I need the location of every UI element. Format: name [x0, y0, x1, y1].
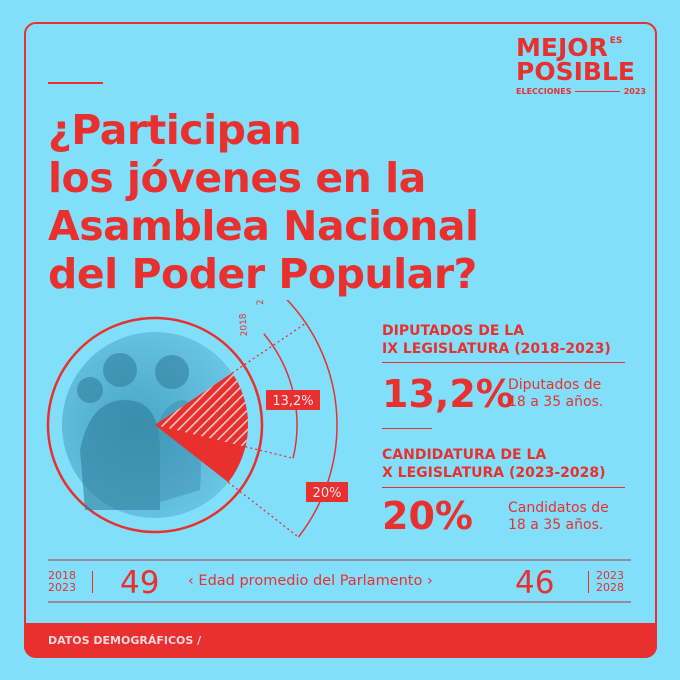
- divider: [48, 82, 103, 84]
- label-2018: 2018: [238, 313, 250, 337]
- age-2018: 49: [120, 565, 160, 601]
- stat-2023: 20%: [382, 494, 473, 538]
- label-2023: 2023: [253, 300, 266, 306]
- footer-label: DATOS DEMOGRÁFICOS /: [48, 634, 202, 647]
- youth-pie-chart: 2018 2023 13,2% 20%: [46, 300, 348, 538]
- stat-2018: 13,2%: [382, 372, 514, 416]
- page-title: ¿Participan los jóvenes en la Asamblea Nac…: [48, 106, 479, 298]
- years-right: 2023 2028: [596, 569, 624, 594]
- value-2018: 13,2%: [272, 394, 313, 409]
- average-age-label: ‹ Edad promedio del Parlamento ›: [188, 573, 433, 589]
- heading-x-legislatura: CANDIDATURA DE LA X LEGISLATURA (2023-202…: [382, 447, 606, 481]
- stat-2023-desc: Candidatos de 18 a 35 años.: [508, 500, 609, 533]
- badge-2023: [306, 482, 348, 502]
- outer-circle: [46, 316, 264, 534]
- dotted-guide-2018: [231, 322, 307, 459]
- years-left: 2018 2023: [48, 569, 76, 594]
- badge-2018: [266, 390, 320, 410]
- footer-band: DATOS DEMOGRÁFICOS /: [24, 623, 657, 658]
- stat-2018-desc: Diputados de 18 a 35 años.: [508, 377, 604, 410]
- wedge-2018: [155, 372, 249, 447]
- age-2023: 46: [515, 565, 555, 601]
- logo: MEJOR ES POSIBLE ELECCIONES 2023: [516, 33, 646, 96]
- arc-2023: [286, 300, 338, 538]
- heading-ix-legislatura: DIPUTADOS DE LA IX LEGISLATURA (2018-2023…: [382, 323, 611, 357]
- value-2023: 20%: [313, 486, 342, 501]
